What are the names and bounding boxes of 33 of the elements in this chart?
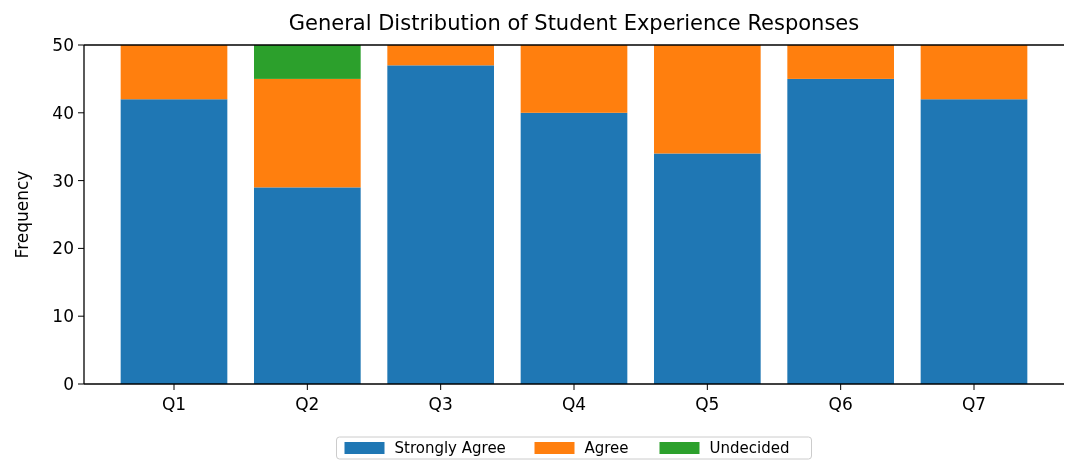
bar bbox=[520, 112, 628, 384]
chart-title: General Distribution of Student Experience Responses bbox=[288, 11, 860, 35]
y-tick-label: 40 bbox=[52, 102, 74, 123]
bar bbox=[254, 187, 361, 384]
bar bbox=[120, 99, 228, 384]
x-tick-label: Q5 bbox=[695, 394, 720, 414]
bar bbox=[787, 45, 894, 79]
bar bbox=[254, 45, 361, 79]
bar bbox=[387, 45, 494, 66]
legend-label: Undecided bbox=[709, 439, 790, 458]
x-tick-label: Q1 bbox=[161, 394, 187, 414]
bar bbox=[254, 78, 361, 188]
y-tick-label: 30 bbox=[52, 170, 74, 191]
bar bbox=[654, 45, 761, 154]
x-tick-label: Q2 bbox=[295, 394, 320, 414]
y-tick-label: 10 bbox=[52, 306, 74, 327]
legend-label: Strongly Agree bbox=[394, 439, 506, 458]
legend-label: Agree bbox=[584, 439, 629, 458]
bar bbox=[654, 153, 761, 384]
y-tick-label: 0 bbox=[63, 373, 74, 394]
x-tick-label: Q7 bbox=[961, 394, 987, 414]
bar bbox=[920, 99, 1028, 384]
bar bbox=[920, 45, 1028, 100]
y-tick-label: 50 bbox=[52, 34, 74, 55]
y-axis-title: Frequency bbox=[12, 170, 32, 259]
bar bbox=[387, 65, 494, 384]
bar bbox=[787, 78, 894, 384]
bar bbox=[120, 45, 228, 100]
bar bbox=[520, 45, 628, 113]
x-tick-label: Q3 bbox=[428, 394, 453, 414]
x-tick-label: Q4 bbox=[561, 394, 587, 414]
x-tick-label: Q6 bbox=[828, 394, 853, 414]
y-tick-label: 20 bbox=[52, 238, 74, 259]
